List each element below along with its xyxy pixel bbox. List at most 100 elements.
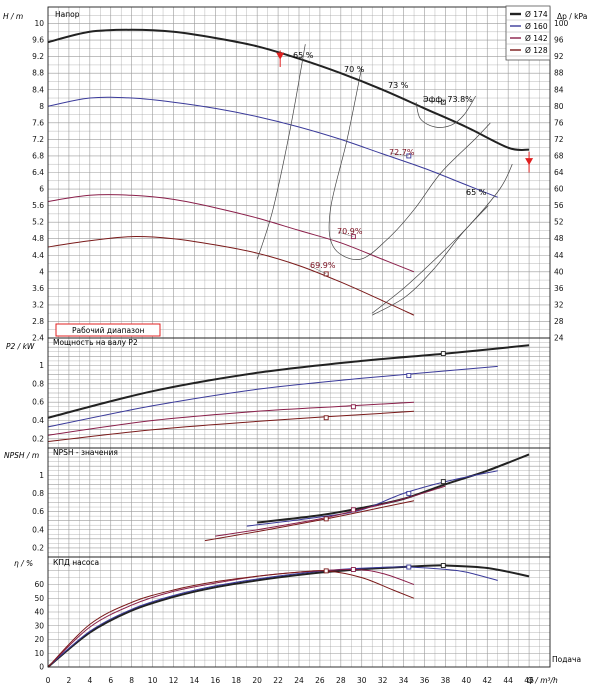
right-tick-label: 72 bbox=[554, 135, 564, 144]
right-tick-label: 40 bbox=[554, 267, 564, 276]
power-panel-title: Мощность на валу P2 bbox=[53, 338, 138, 347]
x-tick-label: 12 bbox=[169, 676, 179, 685]
x-tick-label: 20 bbox=[252, 676, 262, 685]
head-series-128 bbox=[47, 236, 415, 316]
x-tick-label: 2 bbox=[67, 676, 72, 685]
y-tick-label: 8 bbox=[39, 102, 44, 111]
head-panel-title: Напор bbox=[55, 10, 80, 19]
iso-label-65-right: 65 % bbox=[466, 188, 487, 197]
x-tick-label: 6 bbox=[108, 676, 113, 685]
right-tick-label: 68 bbox=[554, 151, 564, 160]
right-tick-label: 76 bbox=[554, 118, 564, 127]
right-tick-label: 100 bbox=[554, 19, 569, 28]
working-range-box bbox=[55, 323, 161, 337]
y-tick-label: 0.6 bbox=[32, 507, 44, 516]
legend-item-142: Ø 142 bbox=[525, 34, 548, 43]
point-leader-line bbox=[422, 99, 444, 103]
x-tick-label: 10 bbox=[148, 676, 158, 685]
head-y-axis-label: H / m bbox=[3, 12, 23, 21]
npsh-panel-title: NPSH - значения bbox=[53, 448, 118, 457]
iso-label-70: 70 % bbox=[344, 65, 365, 74]
head-series-174 bbox=[47, 28, 530, 152]
legend bbox=[505, 5, 551, 61]
iso-label-65-left: 65 % bbox=[293, 51, 314, 60]
y-tick-label: 9.6 bbox=[32, 36, 44, 45]
y-tick-label: 30 bbox=[34, 621, 44, 630]
y-tick-label: 3.6 bbox=[32, 284, 44, 293]
panel-frame bbox=[47, 556, 551, 668]
power-duty-point-142 bbox=[350, 404, 356, 410]
efficiency-series-160 bbox=[47, 566, 498, 668]
x-tick-label: 24 bbox=[294, 676, 304, 685]
y-tick-label: 0.4 bbox=[32, 525, 44, 534]
y-tick-label: 2.8 bbox=[32, 317, 44, 326]
y-tick-label: 6.8 bbox=[32, 151, 44, 160]
right-tick-label: 96 bbox=[554, 36, 564, 45]
y-tick-label: 10 bbox=[34, 649, 44, 658]
x-tick-label: 40 bbox=[462, 676, 472, 685]
right-tick-label: 36 bbox=[554, 284, 564, 293]
y-tick-label: 6.4 bbox=[32, 168, 44, 177]
right-tick-label: 92 bbox=[554, 52, 564, 61]
x-tick-label: 36 bbox=[420, 676, 430, 685]
y-tick-label: 0.2 bbox=[32, 434, 44, 443]
power-series-128 bbox=[47, 410, 415, 443]
right-tick-label: 28 bbox=[554, 317, 564, 326]
point-label-128: 69.9% bbox=[310, 261, 336, 270]
x-tick-label: 32 bbox=[378, 676, 388, 685]
power-y-axis-label: P2 / kW bbox=[6, 342, 35, 351]
efficiency-duty-point-142 bbox=[350, 567, 356, 572]
right-tick-label: 60 bbox=[554, 185, 564, 194]
point-leader-line bbox=[337, 231, 354, 237]
x-tick-label: 44 bbox=[503, 676, 513, 685]
iso-efficiency-line bbox=[256, 44, 306, 260]
power-duty-point-160 bbox=[406, 373, 412, 379]
point-leader-line bbox=[389, 152, 409, 157]
npsh-series-142 bbox=[215, 485, 446, 537]
npsh-duty-point-142 bbox=[350, 507, 356, 513]
right-tick-label: 56 bbox=[554, 201, 564, 210]
efficiency-series-128 bbox=[47, 570, 415, 668]
npsh-duty-point-128 bbox=[323, 516, 329, 522]
x-tick-label: 46 bbox=[524, 676, 534, 685]
iso-efficiency-line bbox=[371, 164, 513, 314]
y-tick-label: 0.6 bbox=[32, 398, 44, 407]
efficiency-duty-point-174 bbox=[440, 563, 446, 568]
y-tick-label: 8.4 bbox=[32, 85, 44, 94]
right-tick-label: 88 bbox=[554, 69, 564, 78]
iso-label-73: 73 % bbox=[388, 81, 409, 90]
right-tick-label: 84 bbox=[554, 85, 564, 94]
y-tick-label: 8.8 bbox=[32, 69, 44, 78]
x-axis-note: Подача bbox=[552, 655, 581, 664]
y-tick-label: 2.4 bbox=[32, 334, 44, 343]
right-tick-label: 80 bbox=[554, 102, 564, 111]
efficiency-y-axis-label: η / % bbox=[14, 559, 33, 568]
point-label-142: 70.9% bbox=[337, 227, 363, 236]
y-tick-label: 0 bbox=[39, 663, 44, 672]
y-tick-label: 6 bbox=[39, 185, 44, 194]
y-tick-label: 4 bbox=[39, 267, 44, 276]
legend-item-160: Ø 160 bbox=[525, 22, 548, 31]
x-tick-label: 34 bbox=[399, 676, 409, 685]
power-duty-point-174 bbox=[440, 351, 446, 357]
x-tick-label: 16 bbox=[211, 676, 221, 685]
y-tick-label: 0.8 bbox=[32, 379, 44, 388]
right-tick-label: 24 bbox=[554, 334, 564, 343]
right-tick-label: 48 bbox=[554, 234, 564, 243]
power-series-174 bbox=[47, 344, 530, 419]
y-tick-label: 9.2 bbox=[32, 52, 44, 61]
x-axis-label: Q / m³/h bbox=[527, 676, 558, 685]
head-series-160 bbox=[47, 96, 498, 198]
right-tick-label: 32 bbox=[554, 300, 564, 309]
npsh-y-axis-label: NPSH / m bbox=[4, 451, 39, 460]
y-tick-label: 10 bbox=[34, 19, 44, 28]
y-tick-label: 1 bbox=[39, 361, 44, 370]
x-tick-label: 0 bbox=[46, 676, 51, 685]
right-tick-label: 64 bbox=[554, 168, 564, 177]
y-tick-label: 0.8 bbox=[32, 489, 44, 498]
iso-efficiency-line bbox=[328, 66, 491, 260]
efficiency-duty-point-160 bbox=[406, 564, 412, 570]
point-label-160: 72.7% bbox=[389, 148, 415, 157]
y-tick-label: 1 bbox=[39, 471, 44, 480]
